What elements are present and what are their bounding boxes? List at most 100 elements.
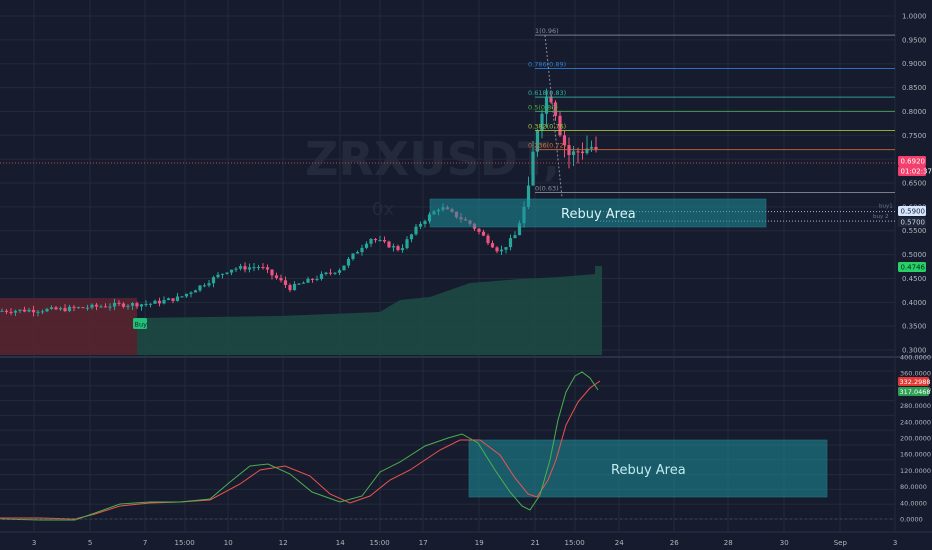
candle-body [202,285,207,287]
osc-green-value-badge: 317.0468 [898,387,931,396]
candle-body [261,267,265,269]
time-axis-label: 28 [724,539,733,547]
fib-trend-line [544,35,563,198]
candle-body [337,270,342,273]
rebuy-zone-price[interactable]: Rebuy Area [429,198,767,228]
candle-body [346,258,351,266]
fib-level-label: 0.5(0.80) [528,103,558,111]
oscillator-axis-tick: 280.0000 [900,402,931,410]
candle-body [90,304,94,308]
candle-body [544,96,549,114]
candle-body [526,185,531,207]
green-level-badge: 0.4746 [898,262,926,272]
buy-level-badge-text: 0.5900 [901,208,926,216]
time-axis-label: 21 [531,539,540,547]
last-price-badge-text: 0.6920 [901,158,926,166]
candle-body [414,226,418,235]
candle-body [180,296,184,298]
time-axis-label: 17 [419,539,428,547]
lower-level-badge-text: 0.5700 [901,219,926,227]
candle-body [171,298,175,301]
candle-body [517,223,522,236]
candle-body [531,151,535,186]
price-axis-tick: 1.0000 [902,13,927,21]
buy-signal-label: Buy [135,321,148,329]
candle-body [405,239,409,249]
oscillator-axis-tick: 400.0000 [900,354,931,362]
price-axis-tick: 0.5000 [902,251,927,259]
candle-body [540,113,544,131]
candle-body [418,223,423,227]
price-axis[interactable]: 1.00000.95000.90000.85000.80000.75000.70… [902,13,927,355]
fib-retracement[interactable]: 1(0.96) 0.786(0.89) 0.618(0.83) 0.5(0.80) 0.… [528,27,895,198]
candle-body [342,265,346,271]
time-axis-label: 15:00 [565,539,585,547]
countdown-badge: 01:02:37 [898,166,932,176]
oscillator-green-line [0,371,599,521]
osc-rebuy-zone-label: Rebuy Area [611,463,686,478]
countdown-badge-text: 01:02:37 [901,168,932,176]
rebuy-zone-oscillator[interactable]: Rebuy Area [468,439,828,498]
candle-body [400,248,405,251]
price-axis-tick: 0.5500 [902,227,927,235]
rebuy-zone-label: Rebuy Area [561,207,636,222]
rebuy-zone-box[interactable] [429,198,767,228]
candle-body [589,146,594,149]
time-axis-label: 24 [615,539,624,547]
oscillator-pane[interactable] [0,371,895,521]
candle-body [535,130,540,152]
lower-level-badge: 0.5700 [898,217,926,227]
candle-body [423,221,427,224]
osc-red-value-badge: 332.2988 [898,377,931,386]
buy-signal-marker[interactable]: Buy [133,318,147,329]
candle-body [184,293,189,297]
candle-body [594,146,598,150]
candle-body [108,306,112,308]
candle-body [504,247,508,250]
candle-body [328,272,333,274]
symbol-watermark: ZRXUSDT, [305,132,560,186]
candle-body [148,303,153,305]
price-axis-tick: 0.4500 [902,275,927,283]
fib-level-label: 0.618(0.83) [528,89,566,97]
candle-body [117,302,121,304]
candle-body [481,231,486,236]
candle-body [18,309,22,311]
candle-body [252,267,256,269]
osc-rebuy-zone-box[interactable] [468,439,828,498]
candle-body [22,309,27,312]
candle-body [549,96,553,103]
candle-body [310,278,315,280]
candle-body [36,311,40,313]
time-axis-label: 10 [224,539,233,547]
osc-green-value-badge-text: 317.0468 [900,388,931,396]
candle-body [76,307,81,309]
candle-body [486,235,490,244]
candle-body [396,246,400,251]
candle-body [319,274,324,279]
candle-body [112,302,117,307]
candle-body [126,305,130,307]
price-axis-tick: 0.3000 [902,347,927,355]
last-price-badge-bg [898,156,926,166]
fib-level-label: 0.382(0.76) [528,123,566,131]
time-axis[interactable]: 3 5 7 15:00 10 12 14 15:00 17 19 21 15:00 24 26 28 30 Se… [32,539,897,547]
candle-body [477,228,481,232]
time-axis-label: 12 [279,539,288,547]
time-axis-label: 5 [88,539,92,547]
osc-red-value-badge-bg [898,377,929,386]
candle-body [553,102,558,116]
candle-body [157,300,162,304]
candle-body [229,269,234,273]
candle-body [94,304,99,307]
candle-body [315,278,319,280]
candle-body [324,272,328,275]
candle-body [585,148,589,154]
price-axis-tick: 0.9000 [902,60,927,68]
candle-body [580,151,585,154]
time-axis-label: 19 [475,539,484,547]
fib-level-label: 1(0.96) [535,27,559,35]
candle-body [211,277,216,284]
